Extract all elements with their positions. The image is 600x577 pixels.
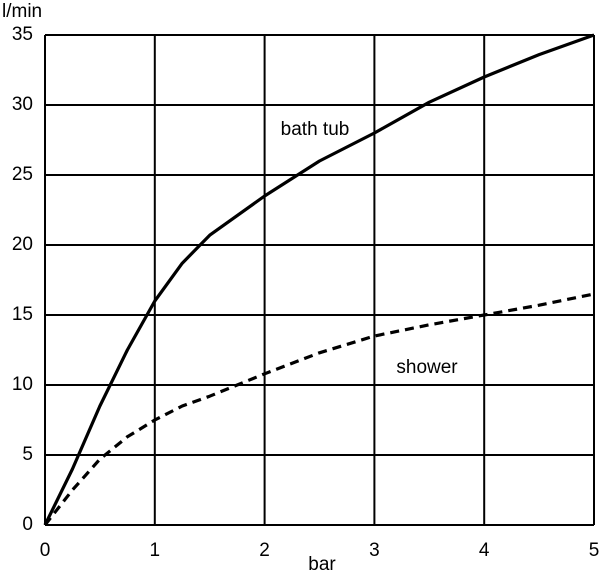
- y-tick-label: 5: [22, 444, 33, 465]
- y-tick-label: 15: [12, 304, 33, 325]
- x-tick-label: 4: [479, 540, 490, 561]
- series-line: [43, 33, 595, 526]
- x-tick-label: 2: [259, 540, 270, 561]
- y-tick-label: 25: [12, 164, 33, 185]
- x-axis-label: bar: [308, 554, 336, 575]
- y-tick-label: 30: [12, 94, 33, 115]
- y-tick-label: 10: [12, 374, 33, 395]
- y-axis-label: l/min: [2, 1, 42, 22]
- x-tick-label: 1: [150, 540, 161, 561]
- y-tick-label: 35: [12, 24, 33, 45]
- y-tick-label: 0: [22, 514, 33, 535]
- series-line: [43, 292, 595, 526]
- y-tick-label: 20: [12, 234, 33, 255]
- x-tick-label: 3: [369, 540, 380, 561]
- series-label: shower: [396, 357, 458, 378]
- x-tick-label: 0: [40, 540, 51, 561]
- x-tick-label: 5: [589, 540, 600, 561]
- series-label: bath tub: [281, 119, 350, 140]
